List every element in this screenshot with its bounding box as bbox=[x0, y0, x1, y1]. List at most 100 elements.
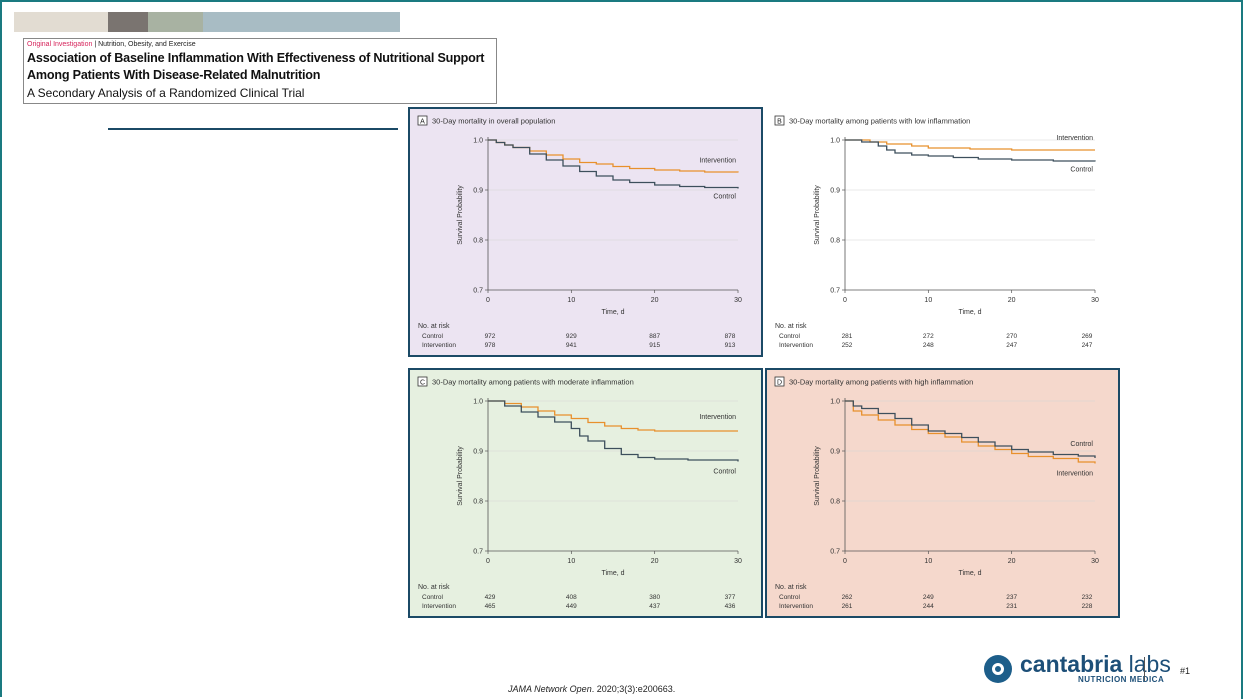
panel-title: 30-Day mortality among patients with mod… bbox=[432, 378, 634, 387]
panel-background bbox=[408, 368, 763, 618]
control-curve bbox=[845, 400, 1096, 458]
x-axis-label: Time, d bbox=[958, 570, 981, 577]
risk-value: 436 bbox=[725, 603, 736, 610]
panel-letter: C bbox=[420, 380, 425, 387]
risk-value: 972 bbox=[485, 333, 496, 340]
control-curve-label: Control bbox=[713, 469, 736, 476]
x-tick-label: 20 bbox=[1008, 297, 1016, 304]
logo-subtitle: NUTRICION MEDICA bbox=[1078, 675, 1165, 684]
top-band-4 bbox=[203, 12, 400, 32]
risk-value: 429 bbox=[485, 594, 496, 601]
y-tick-label: 0.7 bbox=[830, 549, 840, 556]
panel-letter: D bbox=[777, 380, 782, 387]
risk-value: 887 bbox=[649, 333, 660, 340]
y-tick-label: 0.8 bbox=[830, 499, 840, 506]
risk-value: 915 bbox=[649, 342, 660, 349]
risk-value: 252 bbox=[842, 342, 853, 349]
risk-table-header: No. at risk bbox=[418, 323, 450, 330]
header-rule bbox=[108, 128, 398, 130]
x-axis-label: Time, d bbox=[601, 570, 624, 577]
y-tick-label: 0.9 bbox=[830, 188, 840, 195]
risk-row-label: Control bbox=[422, 594, 444, 601]
slide-number: #1 bbox=[1180, 666, 1191, 676]
panel-b-low-inflammation: B 30-Day mortality among patients with lo… bbox=[765, 107, 1120, 357]
y-tick-label: 1.0 bbox=[830, 399, 840, 406]
control-curve bbox=[845, 139, 1096, 162]
y-axis-label: Survival Probability bbox=[457, 185, 464, 245]
kicker-separator: | bbox=[92, 41, 99, 48]
panel-letter-box bbox=[774, 376, 785, 387]
panel-letter-box bbox=[774, 115, 785, 126]
risk-table-header: No. at risk bbox=[418, 584, 450, 591]
risk-value: 437 bbox=[649, 603, 660, 610]
risk-row-label: Intervention bbox=[422, 342, 456, 349]
risk-row-label: Intervention bbox=[779, 342, 813, 349]
y-tick-label: 1.0 bbox=[830, 138, 840, 145]
y-axis-label: Survival Probability bbox=[457, 446, 464, 506]
x-tick-label: 10 bbox=[567, 297, 575, 304]
risk-row-label: Intervention bbox=[779, 603, 813, 610]
risk-value: 449 bbox=[566, 603, 577, 610]
risk-value: 228 bbox=[1082, 603, 1093, 610]
y-tick-label: 1.0 bbox=[473, 399, 483, 406]
y-axis-label: Survival Probability bbox=[814, 446, 821, 506]
y-axis-label: Survival Probability bbox=[814, 185, 821, 245]
kicker-section: Original Investigation bbox=[27, 41, 93, 48]
panel-c-moderate-inflammation: C 30-Day mortality among patients with mo… bbox=[408, 368, 763, 618]
x-tick-label: 30 bbox=[734, 297, 742, 304]
control-curve-label: Control bbox=[713, 194, 736, 201]
risk-value: 929 bbox=[566, 333, 577, 340]
article-subtitle: A Secondary Analysis of a Randomized Cli… bbox=[27, 86, 305, 100]
risk-value: 272 bbox=[923, 333, 934, 340]
x-tick-label: 0 bbox=[486, 558, 490, 565]
panel-d-high-inflammation: D 30-Day mortality among patients with hi… bbox=[765, 368, 1120, 618]
panel-background bbox=[765, 368, 1120, 618]
risk-value: 380 bbox=[649, 594, 660, 601]
x-tick-label: 0 bbox=[843, 558, 847, 565]
risk-row-label: Control bbox=[422, 333, 444, 340]
risk-value: 247 bbox=[1006, 342, 1017, 349]
risk-value: 249 bbox=[923, 594, 934, 601]
panel-letter-box bbox=[417, 376, 428, 387]
intervention-curve-label: Intervention bbox=[699, 158, 736, 165]
km-chart-svg: A 30-Day mortality in overall population 1… bbox=[408, 107, 763, 357]
y-tick-label: 0.8 bbox=[473, 499, 483, 506]
panel-letter-box bbox=[417, 115, 428, 126]
citation-details: . 2020;3(3):e200663. bbox=[591, 684, 676, 694]
y-tick-label: 0.9 bbox=[473, 188, 483, 195]
risk-value: 465 bbox=[485, 603, 496, 610]
x-tick-label: 30 bbox=[1091, 558, 1099, 565]
risk-value: 261 bbox=[842, 603, 853, 610]
article-title-line-2: Among Patients With Disease-Related Maln… bbox=[27, 68, 321, 82]
intervention-curve-label: Intervention bbox=[699, 414, 736, 421]
risk-value: 913 bbox=[725, 342, 736, 349]
x-tick-label: 0 bbox=[486, 297, 490, 304]
panel-a-overall: A 30-Day mortality in overall population 1… bbox=[408, 107, 763, 357]
risk-row-label: Control bbox=[779, 333, 801, 340]
y-tick-label: 0.7 bbox=[473, 549, 483, 556]
top-band-1 bbox=[14, 12, 108, 32]
x-tick-label: 10 bbox=[924, 297, 932, 304]
y-tick-label: 0.7 bbox=[473, 288, 483, 295]
x-tick-label: 20 bbox=[1008, 558, 1016, 565]
risk-table-header: No. at risk bbox=[775, 584, 807, 591]
citation: JAMA Network Open. 2020;3(3):e200663. bbox=[508, 684, 675, 694]
top-band-3 bbox=[148, 12, 203, 32]
intervention-curve-label: Intervention bbox=[1056, 471, 1093, 478]
risk-value: 281 bbox=[842, 333, 853, 340]
panel-title: 30-Day mortality among patients with low… bbox=[789, 117, 970, 126]
panel-title: 30-Day mortality among patients with hig… bbox=[789, 378, 973, 387]
y-tick-label: 0.9 bbox=[830, 449, 840, 456]
logo-separator bbox=[1144, 657, 1145, 681]
x-tick-label: 30 bbox=[734, 558, 742, 565]
km-chart-svg: B 30-Day mortality among patients with lo… bbox=[766, 108, 1119, 356]
risk-value: 237 bbox=[1006, 594, 1017, 601]
risk-value: 244 bbox=[923, 603, 934, 610]
risk-row-label: Control bbox=[779, 594, 801, 601]
risk-row-label: Intervention bbox=[422, 603, 456, 610]
panel-letter: B bbox=[777, 119, 782, 126]
y-tick-label: 0.7 bbox=[830, 288, 840, 295]
y-tick-label: 0.9 bbox=[473, 449, 483, 456]
panel-letter: A bbox=[420, 119, 425, 126]
